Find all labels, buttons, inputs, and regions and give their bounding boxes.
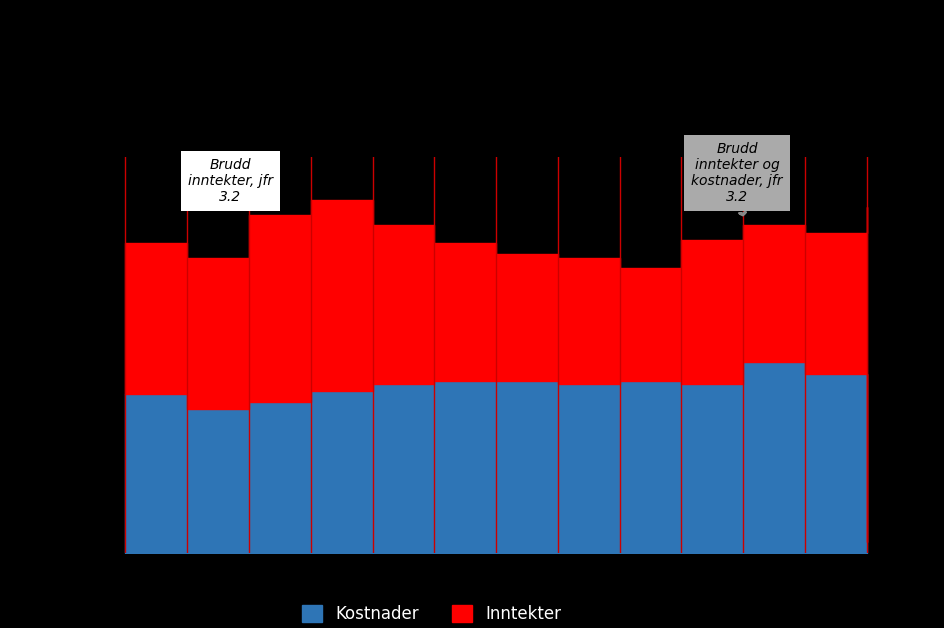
- Legend: Kostnader, Inntekter: Kostnader, Inntekter: [294, 597, 569, 628]
- Text: Brudd
inntekter, jfr
3.2: Brudd inntekter, jfr 3.2: [188, 158, 273, 205]
- Text: Brudd
inntekter og
kostnader, jfr
3.2: Brudd inntekter og kostnader, jfr 3.2: [691, 142, 782, 215]
